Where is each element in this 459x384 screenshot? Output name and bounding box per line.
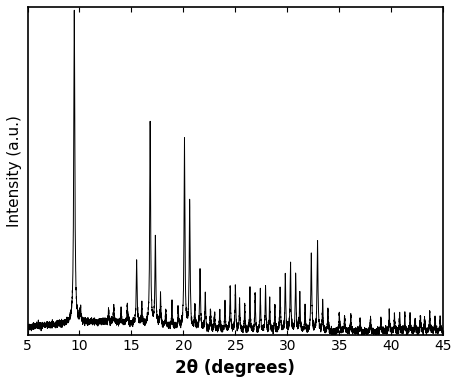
- X-axis label: 2θ (degrees): 2θ (degrees): [175, 359, 295, 377]
- Y-axis label: Intensity (a.u.): Intensity (a.u.): [7, 115, 22, 227]
